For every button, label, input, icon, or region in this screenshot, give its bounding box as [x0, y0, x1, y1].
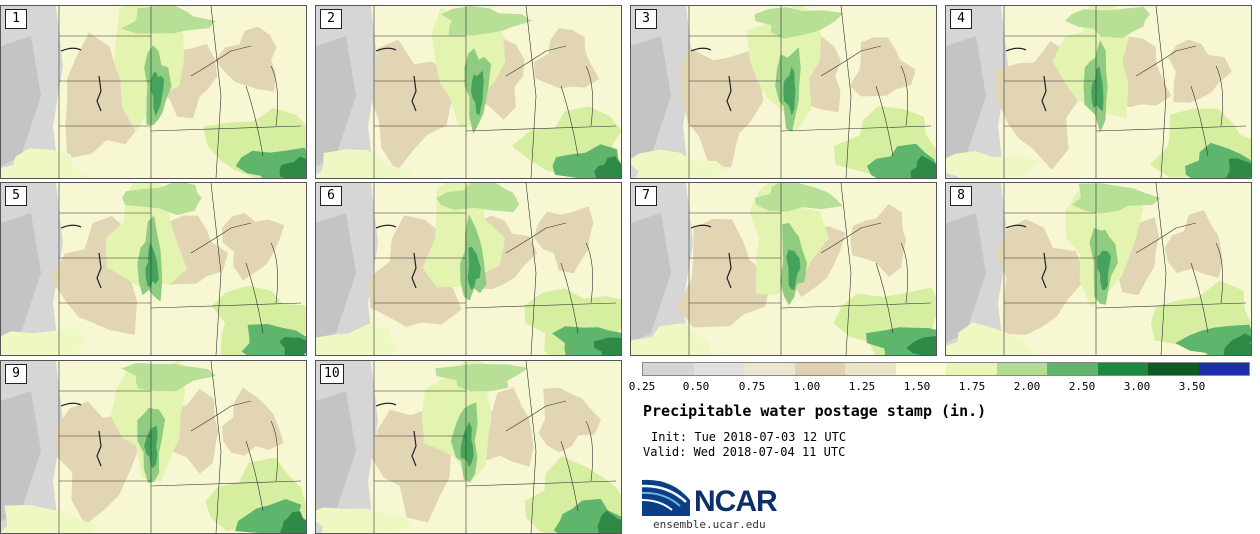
init-time: Init: Tue 2018-07-03 12 UTC: [651, 430, 847, 444]
stamp-panel-1: 1: [0, 5, 307, 179]
legend-tick: 0.50: [682, 380, 710, 393]
valid-time: Valid: Wed 2018-07-04 11 UTC: [643, 445, 846, 459]
member-map-10: [316, 361, 621, 533]
member-label-4: 4: [950, 9, 972, 29]
stamp-panel-6: 6: [315, 182, 622, 356]
stamp-panel-2: 2: [315, 5, 622, 179]
member-map-2: [316, 6, 621, 178]
member-label-2: 2: [320, 9, 342, 29]
legend-tick: 0.25: [628, 380, 656, 393]
member-map-9: [1, 361, 306, 533]
logo-wordmark: NCAR: [694, 485, 778, 518]
legend-tick: 3.50: [1178, 380, 1206, 393]
legend-swatch: [895, 363, 946, 375]
member-map-4: [946, 6, 1251, 178]
site-url[interactable]: ensemble.ucar.edu: [653, 518, 766, 531]
legend-tick: 0.75: [738, 380, 766, 393]
stamp-panel-4: 4: [945, 5, 1252, 179]
member-label-6: 6: [320, 186, 342, 206]
legend-swatch: [794, 363, 845, 375]
member-label-3: 3: [635, 9, 657, 29]
legend-tick: 3.00: [1123, 380, 1151, 393]
member-map-3: [631, 6, 936, 178]
member-label-10: 10: [320, 364, 344, 384]
member-map-5: [1, 183, 306, 355]
member-label-7: 7: [635, 186, 657, 206]
legend-swatch: [744, 363, 795, 375]
stamp-panel-9: 9: [0, 360, 307, 534]
stamp-panel-3: 3: [630, 5, 937, 179]
member-map-6: [316, 183, 621, 355]
legend-tick: 2.00: [1013, 380, 1041, 393]
member-map-1: [1, 6, 306, 178]
legend-swatch: [643, 363, 694, 375]
legend-swatch: [996, 363, 1047, 375]
legend-swatch: [693, 363, 744, 375]
member-label-1: 1: [5, 9, 27, 29]
color-legend: [642, 362, 1250, 376]
chart-title: Precipitable water postage stamp (in.): [643, 402, 987, 420]
stamp-panel-8: 8: [945, 182, 1252, 356]
member-map-8: [946, 183, 1251, 355]
legend-tick: 1.25: [848, 380, 876, 393]
member-label-9: 9: [5, 364, 27, 384]
legend-swatch: [1198, 363, 1249, 375]
stamp-panel-5: 5: [0, 182, 307, 356]
legend-swatch: [946, 363, 997, 375]
legend-swatch: [845, 363, 896, 375]
legend-tick: 1.00: [793, 380, 821, 393]
member-label-8: 8: [950, 186, 972, 206]
member-map-7: [631, 183, 936, 355]
member-label-5: 5: [5, 186, 27, 206]
legend-swatch: [1047, 363, 1098, 375]
stamp-panel-10: 10: [315, 360, 622, 534]
legend-swatch: [1097, 363, 1148, 375]
legend-tick: 1.75: [958, 380, 986, 393]
legend-tick: 1.50: [903, 380, 931, 393]
ncar-logo-icon: [642, 479, 690, 516]
legend-swatch: [1148, 363, 1199, 375]
legend-tick: 2.50: [1068, 380, 1096, 393]
stamp-panel-7: 7: [630, 182, 937, 356]
